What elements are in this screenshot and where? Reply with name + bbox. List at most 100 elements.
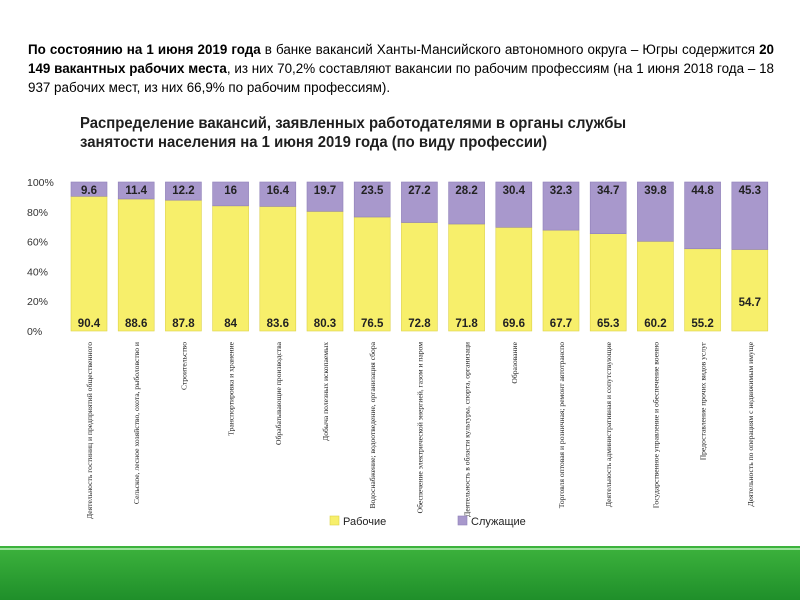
data-label-employees: 19.7 (314, 185, 336, 197)
x-axis-labels: Деятельность гостиниц и предприятий обще… (85, 341, 755, 519)
footer-bar (0, 546, 800, 600)
data-label-employees: 45.3 (739, 185, 761, 197)
bar-employees (212, 181, 249, 207)
y-tick-label: 0% (27, 326, 42, 338)
data-label-employees: 39.8 (644, 185, 667, 197)
legend: Рабочие Служащие (329, 515, 526, 528)
bar-workers (306, 211, 344, 332)
bar-employees (165, 181, 202, 201)
y-tick-label: 60% (27, 237, 48, 249)
intro-vacancies-count: 20 149 вакантных рабочих места (28, 42, 775, 76)
y-tick-label: 100% (27, 177, 54, 189)
bar-workers (495, 226, 533, 332)
data-label-workers: 67.7 (550, 318, 572, 330)
x-category-label: Сельское, лесное хозяйство, охота, рыбол… (132, 342, 141, 504)
data-label-employees: 9.6 (81, 185, 97, 197)
bar-employees (306, 181, 344, 212)
legend-swatch-workers (329, 515, 340, 526)
legend-label-workers: Рабочие (343, 516, 386, 528)
bar-employees (495, 181, 533, 228)
bar-workers (637, 241, 674, 332)
intro-date: По состоянию на 1 июня 2019 года (28, 42, 261, 57)
bar-employees (259, 181, 297, 207)
data-label-workers: 88.6 (125, 318, 147, 330)
legend-swatch-employees (457, 515, 468, 526)
bar-workers (401, 222, 438, 332)
data-label-employees: 28.2 (455, 185, 477, 197)
x-category-label: Деятельность по операциям с недвижимым и… (746, 341, 755, 506)
data-label-employees: 11.4 (125, 185, 147, 197)
data-label-employees: 27.2 (408, 185, 430, 197)
y-tick-label: 20% (27, 296, 48, 308)
data-label-workers: 72.8 (408, 318, 431, 330)
bar-employees (70, 181, 108, 197)
footer-stripe (0, 548, 800, 550)
chart-title-line-1: Распределение вакансий, заявленных работ… (80, 115, 627, 132)
x-category-label: Обеспечение электрической энергией, газо… (415, 342, 424, 514)
data-label-workers: 60.2 (644, 318, 666, 330)
data-label-workers: 83.6 (267, 318, 289, 330)
data-label-workers: 65.3 (597, 318, 619, 330)
bar-workers (117, 198, 155, 332)
x-category-label: Обрабатывающие производства (274, 341, 283, 445)
x-category-label: Торговля оптовая и розничная; ремонт авт… (557, 342, 566, 508)
x-category-label: Транспортировка и хранение (227, 341, 236, 435)
bar-workers (684, 248, 721, 332)
data-label-employees: 16 (224, 185, 237, 197)
bar-employees (684, 181, 721, 250)
data-label-workers: 87.8 (172, 318, 195, 330)
x-category-label: Предоставление прочих видов услуг (699, 342, 708, 460)
bar-workers (542, 229, 580, 332)
data-label-workers: 71.8 (455, 318, 478, 330)
y-tick-label: 80% (27, 207, 48, 219)
bar-employees (401, 181, 438, 223)
x-category-label: Государственное управление и обеспечение… (651, 342, 660, 508)
data-label-employees: 44.8 (691, 185, 714, 197)
bar-workers (731, 249, 769, 332)
stacked-bar-chart: 0% 20% 40% 60% 80% 100% 90.4 9.6 88.6 11.4 87.8 12… (27, 177, 769, 528)
x-category-label: Добыча полезных ископаемых (321, 342, 330, 441)
bar-employees (542, 181, 580, 231)
bar-workers (259, 206, 297, 332)
data-label-employees: 30.4 (503, 185, 526, 197)
x-category-label: Строительство (179, 342, 188, 390)
bar-workers (212, 205, 249, 332)
data-label-workers: 54.7 (739, 297, 761, 309)
data-label-employees: 16.4 (267, 185, 290, 197)
x-category-label: Образование (510, 341, 519, 383)
bar-employees (353, 181, 391, 218)
bar-employees (448, 181, 485, 225)
y-tick-label: 40% (27, 266, 48, 278)
bar-employees (637, 181, 674, 242)
legend-label-employees: Служащие (471, 516, 526, 528)
data-label-workers: 76.5 (361, 318, 384, 330)
data-label-workers: 69.6 (503, 318, 525, 330)
bar-workers (448, 223, 485, 332)
bar-employees (589, 181, 627, 235)
intro-text-1: в банке вакансий Ханты-Мансийского автон… (260, 42, 760, 57)
chart-title: Распределение вакансий, заявленных работ… (80, 114, 694, 152)
x-category-label: Деятельность гостиниц и предприятий обще… (85, 342, 94, 519)
bar-workers (165, 199, 202, 332)
intro-text-2: , из них 70,2% составляют вакансии по ра… (28, 61, 774, 95)
bar-employees (117, 181, 155, 200)
data-label-employees: 34.7 (597, 185, 619, 197)
bar-employees (731, 181, 769, 250)
x-category-label: Водоснабжение; водоотведение, организаци… (368, 341, 377, 508)
data-label-employees: 32.3 (550, 185, 572, 197)
intro-paragraph: По состоянию на 1 июня 2019 года в банке… (28, 40, 774, 97)
bar-workers (70, 196, 108, 332)
data-label-workers: 90.4 (78, 318, 101, 330)
data-label-workers: 84 (224, 318, 237, 330)
data-label-workers: 55.2 (691, 318, 713, 330)
x-category-label: Деятельность в области культуры, спорта,… (463, 342, 472, 517)
bar-workers (353, 216, 391, 332)
y-axis: 0% 20% 40% 60% 80% 100% (27, 177, 54, 338)
data-label-employees: 12.2 (172, 185, 194, 197)
bars-group: 90.4 9.6 88.6 11.4 87.8 12.2 84 16 83.6 16.4 80.3 1… (70, 181, 769, 332)
chart-title-line-2: занятости населения на 1 июня 2019 года … (80, 134, 548, 151)
data-label-employees: 23.5 (361, 185, 384, 197)
x-category-label: Деятельность административная и сопутств… (604, 341, 613, 507)
bar-workers (589, 233, 627, 332)
data-label-workers: 80.3 (314, 318, 336, 330)
